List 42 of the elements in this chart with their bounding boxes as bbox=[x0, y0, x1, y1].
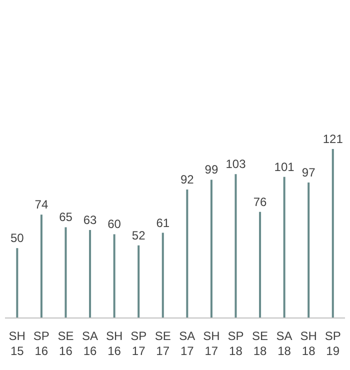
bar bbox=[210, 180, 212, 318]
x-tick-label: SE 16 bbox=[58, 329, 74, 358]
data-label: 60 bbox=[108, 217, 122, 232]
x-tick-label: SA 16 bbox=[82, 329, 98, 358]
x-tick-label: SH 15 bbox=[8, 329, 26, 358]
data-label: 103 bbox=[226, 157, 246, 172]
x-tick-label: SH 17 bbox=[203, 329, 220, 358]
bar bbox=[162, 232, 164, 318]
bar bbox=[89, 230, 92, 318]
data-label: 121 bbox=[322, 132, 344, 146]
x-tick-label: SA 17 bbox=[179, 329, 196, 358]
bar bbox=[40, 214, 42, 318]
data-label: 97 bbox=[302, 166, 316, 180]
x-tick-label: SP 16 bbox=[33, 329, 50, 358]
bar bbox=[259, 212, 262, 318]
bar bbox=[113, 234, 116, 318]
data-label: 76 bbox=[253, 194, 268, 209]
x-tick-label: SE 18 bbox=[252, 329, 268, 358]
data-label: 50 bbox=[10, 231, 24, 246]
bar bbox=[16, 248, 18, 318]
bar bbox=[332, 149, 334, 318]
x-tick-label: SP 19 bbox=[324, 329, 341, 358]
data-label: 92 bbox=[180, 172, 194, 187]
data-label: 99 bbox=[204, 162, 218, 177]
data-label: 65 bbox=[59, 210, 73, 224]
bar bbox=[283, 176, 286, 318]
x-tick-label: SP 17 bbox=[130, 329, 147, 358]
x-tick-label: SA 18 bbox=[276, 329, 292, 358]
data-label: 101 bbox=[274, 160, 295, 174]
bar bbox=[308, 182, 310, 318]
x-tick-label: SH 18 bbox=[300, 329, 317, 358]
data-label: 74 bbox=[34, 198, 48, 212]
x-tick-label: SP 18 bbox=[228, 329, 244, 358]
data-label: 63 bbox=[83, 213, 98, 228]
x-tick-label: SH 16 bbox=[106, 329, 123, 358]
bar bbox=[186, 190, 188, 318]
x-tick-label: SE 17 bbox=[154, 329, 171, 358]
bar bbox=[64, 227, 67, 318]
bar bbox=[138, 245, 140, 318]
data-label: 52 bbox=[132, 228, 146, 242]
bar bbox=[234, 174, 237, 318]
data-label: 61 bbox=[156, 216, 170, 230]
